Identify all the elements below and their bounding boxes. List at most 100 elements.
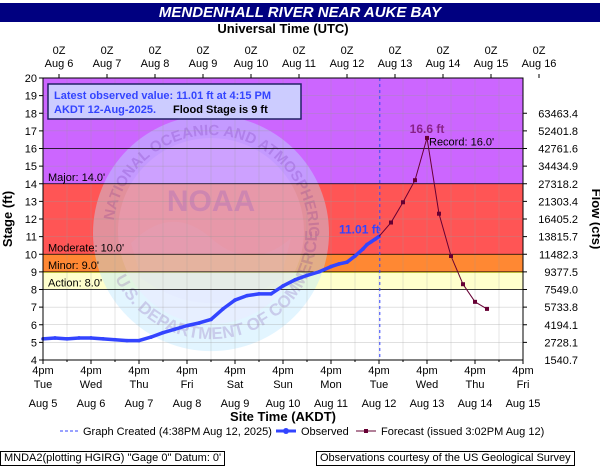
x-tick-time: 4pm [368, 365, 389, 377]
top-tick-time: 0Z [341, 45, 354, 57]
x-tick-date: Aug 11 [314, 398, 348, 410]
observed-point [293, 278, 297, 282]
observed-point [173, 327, 177, 331]
observed-point [361, 247, 365, 251]
info-box [47, 83, 302, 120]
observed-point [209, 317, 213, 322]
x-tick-day: Sun [273, 379, 293, 391]
x-tick-day: Wed [80, 379, 102, 391]
y-tick-label: 6 [31, 320, 37, 332]
x-tick-day: Thu [466, 379, 485, 391]
x-tick-time: 4pm [32, 365, 53, 377]
forecast-point [437, 211, 441, 216]
observed-point [197, 321, 201, 325]
flow-tick-label: 9377.5 [544, 267, 578, 279]
legend-graph-created-label: Graph Created (4:38PM Aug 12, 2025) [83, 426, 272, 438]
observed-point [53, 336, 57, 340]
top-tick-date: Aug 16 [522, 58, 557, 70]
flow-tick-label: 52401.8 [538, 126, 578, 138]
x-tick-day: Tue [370, 379, 389, 391]
observed-point [77, 336, 81, 340]
y-tick-label: 20 [25, 73, 37, 85]
x-tick-day: Tue [34, 379, 53, 391]
footer-credit: Observations courtesy of the US Geologic… [316, 451, 575, 466]
observed-point [101, 337, 105, 341]
flow-tick-label: 11482.3 [539, 249, 578, 261]
legend-observed-label: Observed [301, 426, 349, 438]
x-tick-day: Fri [517, 379, 530, 391]
x-tick-date: Aug 6 [77, 398, 106, 410]
top-tick-date: Aug 8 [141, 58, 170, 70]
y-tick-label: 12 [25, 214, 37, 226]
top-tick-time: 0Z [293, 45, 306, 57]
forecast-point [449, 254, 453, 259]
top-tick-date: Aug 11 [282, 58, 316, 70]
x-tick-date: Aug 7 [125, 398, 154, 410]
top-tick-date: Aug 9 [189, 58, 218, 70]
flow-tick-label: 4194.1 [544, 320, 578, 332]
flow-tick-label: 7549.0 [544, 285, 578, 297]
observed-point [257, 292, 261, 296]
x-tick-time: 4pm [80, 365, 101, 377]
top-tick-date: Aug 14 [426, 58, 461, 70]
x-tick-time: 4pm [464, 365, 485, 377]
y-tick-label: 11 [26, 232, 37, 244]
chart-title: MENDENHALL RIVER NEAR AUKE BAY [0, 3, 600, 22]
observed-point [161, 330, 165, 335]
x-tick-day: Wed [416, 379, 438, 391]
top-tick-time: 0Z [485, 45, 498, 57]
x-tick-time: 4pm [416, 365, 437, 377]
observed-point [89, 336, 93, 340]
observed-point [317, 270, 321, 274]
axis-labels: 4 5 6 7 8 9 10 11 12 13 14 15 16 17 18 19 20 2728.1 4194.1… [0, 21, 600, 424]
info-line1: Latest observed value: 11.01 ft at 4:15 … [54, 90, 271, 102]
top-axis-title: Universal Time (UTC) [217, 21, 348, 36]
x-tick-day: Mon [320, 379, 341, 391]
y-tick-label: 14 [25, 179, 37, 191]
observed-point [345, 260, 349, 264]
flow-tick-label: 27318.2 [538, 179, 578, 191]
legend-forecast-marker [364, 429, 368, 433]
forecast-point [389, 220, 393, 225]
forecast-point [461, 282, 465, 287]
x-tick-date: Aug 9 [221, 398, 250, 410]
forecast-point [473, 299, 477, 304]
forecast-peak-label: 16.6 ft [410, 122, 445, 136]
top-tick-date: Aug 7 [93, 58, 122, 70]
y-tick-label: 18 [25, 108, 37, 120]
x-tick-date: Aug 13 [410, 398, 445, 410]
flow-tick-label: 13815.7 [538, 232, 578, 244]
x-tick-date: Aug 10 [266, 398, 301, 410]
top-tick-time: 0Z [149, 45, 162, 57]
observed-point [305, 273, 309, 278]
observed-point [65, 337, 69, 341]
y-axis-title: Stage (ft) [0, 191, 15, 247]
x-tick-time: 4pm [176, 365, 197, 377]
y-tick-label: 15 [25, 161, 37, 173]
threshold-label-major: Major: 14.0' [48, 172, 105, 184]
observed-point [269, 292, 273, 296]
x-tick-day: Thu [130, 379, 149, 391]
x-tick-time: 4pm [320, 365, 341, 377]
y-tick-label: 5 [31, 337, 37, 349]
observed-point [149, 335, 153, 339]
threshold-label-record: Record: 16.0' [429, 137, 494, 149]
x-tick-date: Aug 12 [362, 398, 397, 410]
legend: Graph Created (4:38PM Aug 12, 2025) Obser… [60, 426, 544, 438]
flow-tick-label: 34434.9 [538, 161, 578, 173]
forecast-point [401, 200, 405, 205]
top-tick-time: 0Z [533, 45, 546, 57]
top-tick-time: 0Z [245, 45, 258, 57]
x-tick-day: Sat [227, 379, 244, 391]
x-tick-time: 4pm [272, 365, 293, 377]
axes [39, 74, 540, 364]
top-tick-date: Aug 6 [45, 58, 74, 70]
bottom-axis-title: Site Time (AKDT) [230, 409, 336, 424]
observed-point [113, 337, 117, 342]
top-tick-time: 0Z [197, 45, 210, 57]
flow-tick-label: 42761.6 [538, 144, 578, 156]
observed-point [245, 293, 249, 298]
observed-label: 11.01 ft [339, 222, 380, 236]
y-tick-label: 17 [25, 126, 37, 138]
